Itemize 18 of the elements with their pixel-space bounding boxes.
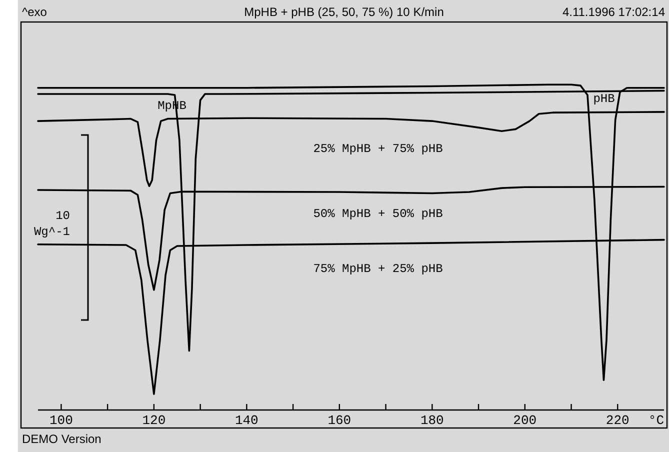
x-tick-label: 200 [513, 413, 537, 428]
annotation: pHB [593, 92, 615, 106]
x-tick-label: 100 [49, 413, 73, 428]
chart-title: MpHB + pHB (25, 50, 75 %) 10 K/min [244, 5, 444, 19]
text: 4.11.1996 17:02:14 [562, 5, 666, 19]
text: DEMO Version [22, 432, 102, 446]
x-tick-label: 220 [606, 413, 630, 428]
annotation: 50% MpHB + 50% pHB [313, 207, 443, 221]
annotation: Wg^-1 [34, 225, 70, 239]
annotation: 75% MpHB + 25% pHB [313, 262, 443, 276]
x-tick-label: 120 [142, 413, 166, 428]
x-tick-label: 180 [420, 413, 444, 428]
x-tick-label: 160 [328, 413, 352, 428]
annotation: 25% MpHB + 75% pHB [313, 142, 443, 156]
x-tick-label: 140 [234, 413, 258, 428]
text: ^exo [22, 5, 48, 19]
annotation: 10 [56, 209, 70, 223]
x-axis-title: °C [648, 413, 664, 428]
